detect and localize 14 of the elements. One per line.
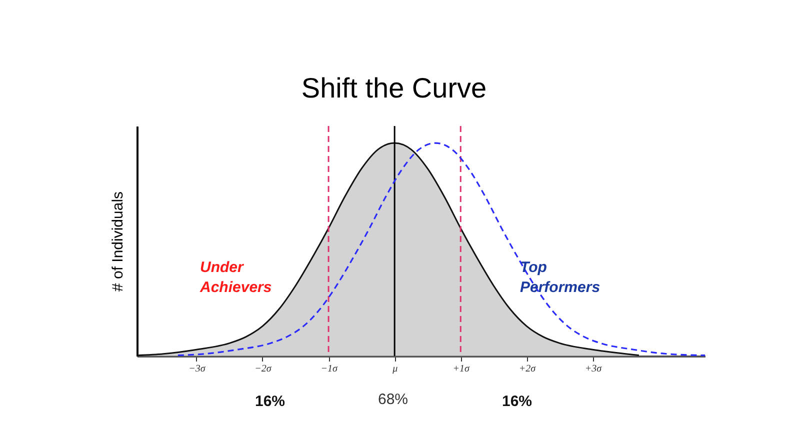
- chart-title: Shift the Curve: [301, 72, 487, 104]
- text: 16%: [254, 393, 286, 410]
- x-tick-label: μ: [392, 364, 398, 374]
- x-tick-label: +1σ: [452, 364, 471, 374]
- x-tick-label: −1σ: [320, 364, 338, 374]
- text: 68%: [378, 391, 408, 408]
- annotation: Top Performers: [520, 259, 600, 296]
- y-axis-title: # of Individuals: [110, 191, 126, 292]
- annotation: Under Achievers: [199, 259, 272, 296]
- x-tick-label: −3σ: [188, 364, 206, 374]
- text: 16%: [502, 393, 532, 410]
- x-tick-label: −2σ: [254, 364, 272, 374]
- x-tick-label: +2σ: [518, 364, 537, 374]
- x-tick-label: +3σ: [584, 364, 603, 374]
